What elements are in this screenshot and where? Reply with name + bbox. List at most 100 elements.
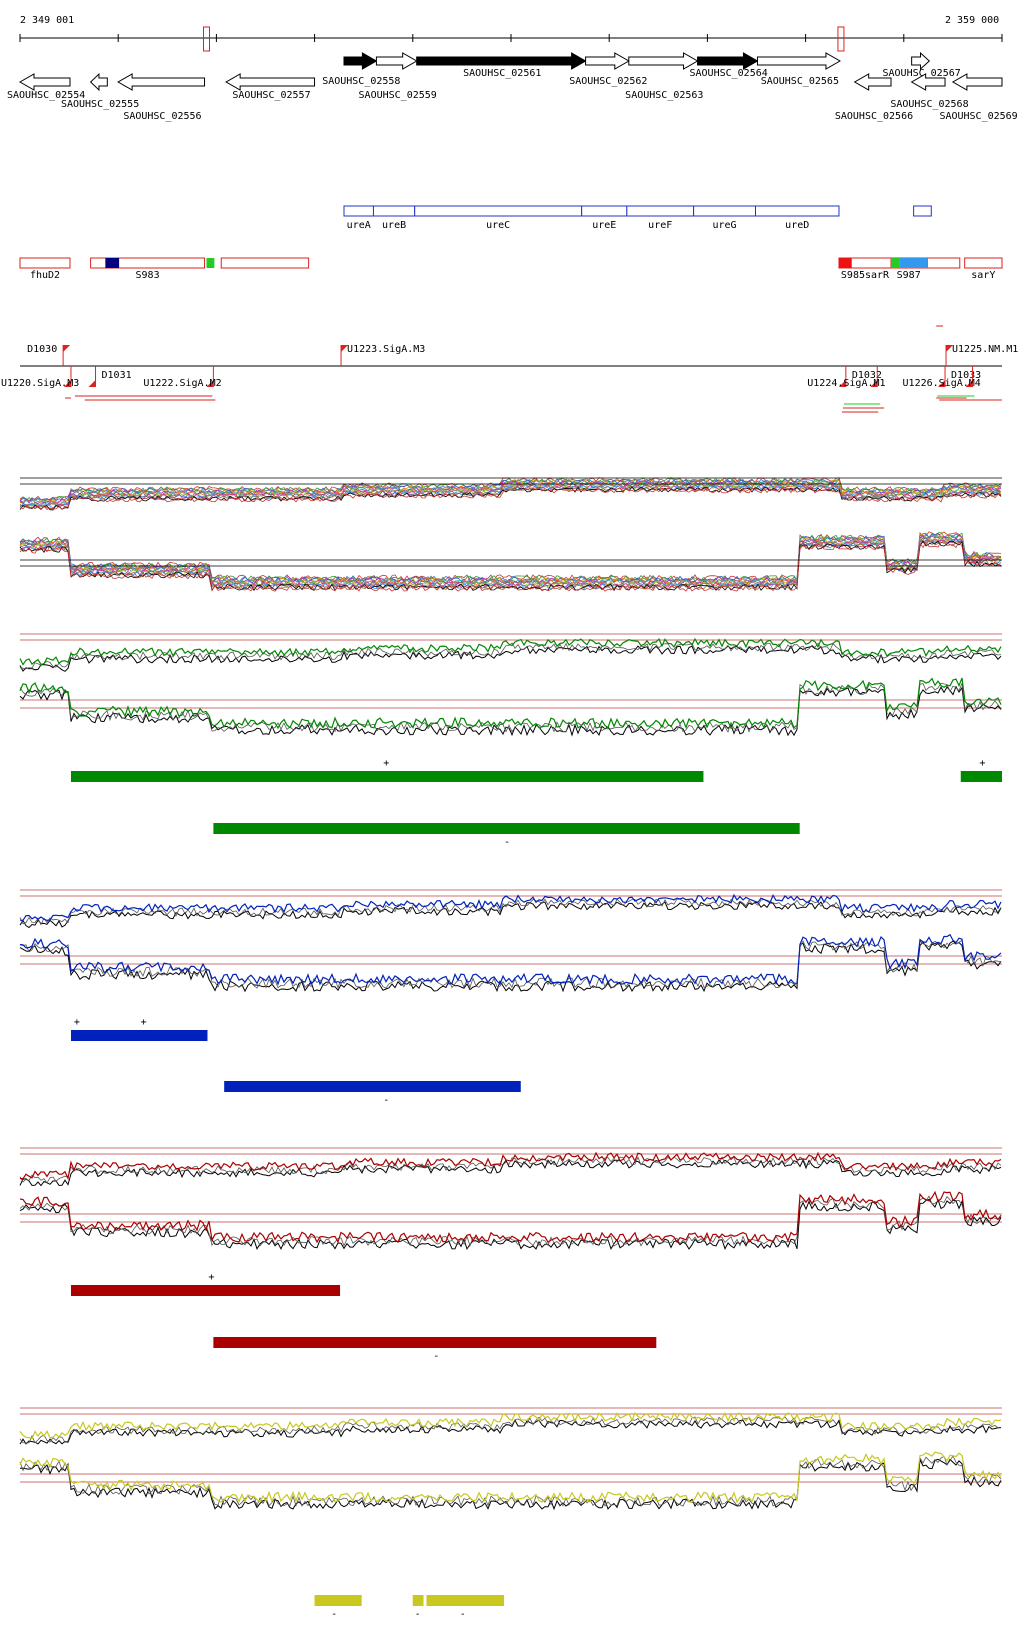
track-line-black — [19, 940, 1002, 993]
promoter-flag — [838, 380, 846, 387]
track-line-color — [19, 677, 1002, 730]
gene-arrow — [911, 51, 931, 71]
gene-arrow — [585, 52, 630, 70]
gene-label: SAOUHSC_02555 — [61, 99, 139, 110]
track-line-color — [19, 893, 1002, 922]
track-line-color — [19, 1151, 1002, 1181]
track-line-color — [19, 933, 1002, 986]
gene-label: SAOUHSC_02569 — [939, 111, 1017, 122]
segment-sign: + — [979, 758, 985, 769]
track-line-gray — [19, 1455, 1002, 1507]
gene-label: SAOUHSC_02559 — [359, 90, 437, 101]
gene-label: SAOUHSC_02564 — [690, 68, 768, 79]
operon-track: ureA ureB ureC ureE ureF ureG ureD — [343, 205, 932, 231]
gene-label: SAOUHSC_02562 — [569, 76, 647, 87]
operon-label: ureA — [347, 220, 371, 231]
operon-box — [414, 205, 583, 217]
feature-label: S987 — [897, 270, 921, 281]
operon-box — [693, 205, 756, 217]
gene-arrow — [416, 52, 587, 70]
track-line-black — [19, 1198, 1002, 1251]
gene-label: SAOUHSC_02558 — [322, 76, 400, 87]
promoter-flag — [206, 380, 214, 387]
feature-box — [90, 257, 206, 269]
gene-arrow — [628, 52, 699, 70]
operon-box — [343, 205, 374, 217]
track-line-black — [19, 901, 1002, 929]
operon-box — [754, 205, 840, 217]
gene-arrow — [951, 73, 1003, 91]
segment-sign: + — [141, 1017, 147, 1028]
promoter-label: D1032 — [852, 370, 882, 381]
gene-arrow — [375, 52, 418, 70]
feature-label: S983 — [136, 270, 160, 281]
overview-line — [19, 481, 1002, 506]
promoter-flag — [63, 380, 71, 387]
gene-arrow — [853, 73, 892, 91]
expression-segment — [224, 1081, 521, 1092]
expression-segment — [213, 823, 800, 834]
segment-sign: + — [383, 758, 389, 769]
promoter-track: D1030 U1223.SigA.M3 U1225.NM.M1 U1220.SigA.… — [1, 325, 1018, 413]
track-line-color — [19, 637, 1002, 666]
operon-label: ureD — [785, 220, 809, 231]
gene-arrow — [225, 73, 316, 91]
gene-label: SAOUHSC_02556 — [123, 111, 201, 122]
gene-arrow — [343, 52, 378, 70]
feature-mark — [206, 258, 215, 268]
gene-label: SAOUHSC_02561 — [463, 68, 541, 79]
segment-sign: - — [433, 1351, 439, 1362]
ruler-start-label: 2 349 001 — [20, 15, 74, 26]
expression-tracks: + + - + + - + - - - - — [19, 633, 1002, 1620]
feature-mark — [899, 258, 928, 268]
gene-label: SAOUHSC_02567 — [882, 68, 960, 79]
promoter-label: D1033 — [951, 370, 981, 381]
operon-label: ureE — [592, 220, 616, 231]
operon-box — [581, 205, 628, 217]
track-line-gray — [19, 898, 1002, 926]
track-line-black — [19, 644, 1002, 672]
promoter-flag — [88, 380, 96, 387]
gene-arrow — [910, 73, 946, 91]
expression-segment — [314, 1595, 362, 1606]
promoter-flag — [341, 345, 349, 352]
gene-arrow — [18, 73, 71, 91]
gene-label: SAOUHSC_02566 — [835, 111, 913, 122]
expression-segment — [70, 771, 704, 782]
segment-sign: - — [383, 1095, 389, 1106]
track-line-color — [19, 1411, 1002, 1440]
track-line-gray — [19, 682, 1002, 733]
segment-sign: + — [208, 1272, 214, 1283]
feature-box — [926, 257, 961, 269]
expression-segment — [426, 1595, 505, 1606]
expression-segment — [213, 1337, 657, 1348]
gene-label: SAOUHSC_02563 — [625, 90, 703, 101]
segment-sign: - — [460, 1609, 466, 1620]
overview-line — [19, 541, 1002, 592]
feature-track: fhuD2 S983 S985sarR S987 sarY — [19, 257, 1003, 281]
feature-label: S985sarR — [841, 270, 890, 281]
track-line-black — [19, 1158, 1002, 1187]
gene-arrow — [756, 52, 841, 70]
overview-line — [19, 535, 1002, 587]
track-line-color — [19, 1451, 1002, 1504]
overview-line — [19, 477, 1002, 502]
promoter-label: U1223.SigA.M3 — [347, 344, 425, 355]
segment-sign: + — [74, 1017, 80, 1028]
gene-arrow — [117, 73, 206, 91]
promoter-label: U1226.SigA.M4 — [903, 378, 981, 389]
ruler-marker — [837, 26, 845, 52]
promoter-label: D1031 — [102, 370, 132, 381]
segment-sign: - — [415, 1609, 421, 1620]
overview-line — [19, 482, 1002, 507]
expression-segment — [412, 1595, 424, 1606]
gene-label: SAOUHSC_02565 — [761, 76, 839, 87]
promoter-flag — [965, 380, 973, 387]
promoter-label: U1220.SigA.M3 — [1, 378, 79, 389]
feature-box — [964, 257, 1003, 269]
feature-mark — [838, 258, 852, 268]
gene-arrow — [697, 52, 759, 70]
gene-label: SAOUHSC_02568 — [890, 99, 968, 110]
expression-overview-track — [19, 476, 1002, 592]
